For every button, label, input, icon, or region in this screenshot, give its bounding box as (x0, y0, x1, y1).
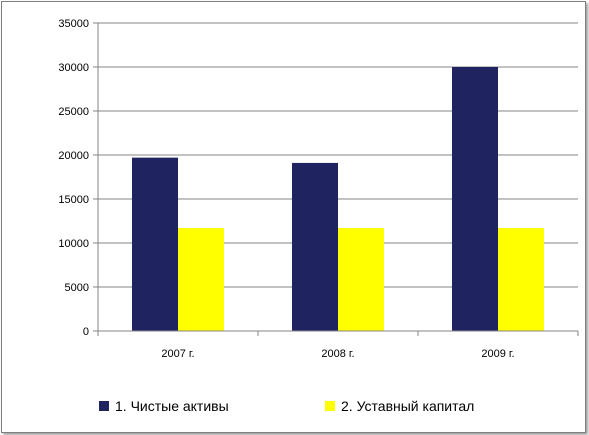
legend-swatch (325, 401, 335, 411)
y-tick-labels: 0 5000 10000 15000 20000 25000 30000 35000 (58, 18, 89, 338)
y-tick-label: 10000 (58, 238, 89, 250)
y-tick-label: 35000 (58, 18, 89, 30)
legend-label: 2. Уставный капитал (341, 398, 474, 414)
y-tick-label: 15000 (58, 194, 89, 206)
bars (132, 67, 544, 331)
y-tick-label: 20000 (58, 150, 89, 162)
legend-swatch (99, 401, 109, 411)
y-tick-label: 5000 (65, 282, 89, 294)
y-tick-label: 30000 (58, 62, 89, 74)
bar-1-1 (132, 157, 178, 331)
bar-2-1 (178, 228, 224, 331)
x-tick-labels: 2007 г. 2008 г. 2009 г. (161, 348, 514, 360)
bar-1-2 (292, 162, 338, 331)
bar-2-2 (338, 228, 384, 331)
bar-1-3 (452, 67, 498, 331)
x-tick-label: 2008 г. (321, 348, 354, 360)
x-tick-label: 2009 г. (481, 348, 514, 360)
y-tick-label: 25000 (58, 106, 89, 118)
legend-label: 1. Чистые активы (115, 398, 229, 414)
y-tick-label: 0 (83, 326, 89, 338)
axes (93, 22, 579, 336)
bar-2-3 (498, 228, 544, 331)
legend: 1. Чистые активы 2. Уставный капитал (99, 398, 474, 414)
x-tick-label: 2007 г. (161, 348, 194, 360)
